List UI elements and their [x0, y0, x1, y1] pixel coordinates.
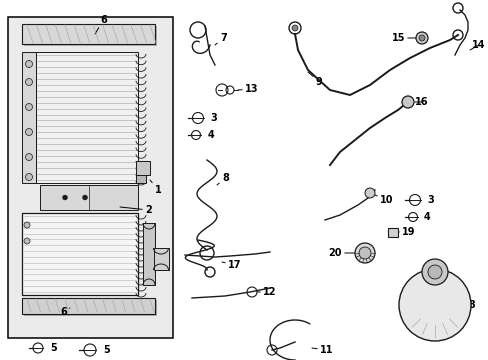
- Bar: [22, 298, 155, 314]
- Bar: [136, 175, 146, 183]
- Circle shape: [25, 60, 32, 68]
- Text: 5: 5: [103, 345, 109, 355]
- Bar: [8, 17, 173, 338]
- Text: 3: 3: [426, 195, 433, 205]
- Bar: [22, 213, 138, 295]
- Bar: [36, 52, 138, 183]
- Text: 11: 11: [311, 345, 333, 355]
- Circle shape: [421, 259, 447, 285]
- Text: 6: 6: [95, 15, 106, 34]
- Circle shape: [25, 153, 32, 161]
- Text: 5: 5: [50, 343, 57, 353]
- Text: 1: 1: [150, 180, 162, 195]
- Circle shape: [401, 96, 413, 108]
- Bar: [24, 26, 157, 46]
- Circle shape: [25, 174, 32, 180]
- Text: 4: 4: [207, 130, 214, 140]
- Text: 6: 6: [60, 307, 70, 317]
- Bar: [22, 24, 155, 44]
- Circle shape: [25, 129, 32, 135]
- Circle shape: [364, 188, 374, 198]
- Circle shape: [358, 247, 370, 259]
- Circle shape: [291, 25, 297, 31]
- Text: 20: 20: [328, 248, 354, 258]
- Text: 10: 10: [374, 195, 393, 205]
- Text: 16: 16: [414, 97, 427, 107]
- Bar: [40, 185, 138, 210]
- Ellipse shape: [398, 269, 470, 341]
- Circle shape: [25, 104, 32, 111]
- Bar: [387, 228, 397, 237]
- Circle shape: [82, 195, 87, 200]
- Bar: [154, 248, 169, 270]
- Text: 2: 2: [120, 205, 151, 215]
- Circle shape: [415, 32, 427, 44]
- Text: 14: 14: [469, 40, 485, 50]
- Text: 13: 13: [238, 84, 258, 94]
- Bar: [142, 223, 155, 285]
- Text: 7: 7: [215, 33, 226, 45]
- Circle shape: [62, 195, 67, 200]
- Text: 9: 9: [307, 72, 322, 87]
- Text: 15: 15: [391, 33, 415, 43]
- Text: 12: 12: [257, 287, 276, 297]
- Circle shape: [24, 238, 30, 244]
- Text: 19: 19: [397, 227, 415, 237]
- Circle shape: [354, 243, 374, 263]
- Circle shape: [418, 35, 424, 41]
- Circle shape: [25, 78, 32, 85]
- Circle shape: [427, 265, 441, 279]
- Circle shape: [24, 222, 30, 228]
- Text: 17: 17: [222, 260, 241, 270]
- Bar: [22, 52, 36, 183]
- Text: 4: 4: [423, 212, 430, 222]
- Text: 18: 18: [454, 300, 476, 310]
- Bar: [24, 300, 157, 316]
- Text: 8: 8: [217, 173, 228, 185]
- Bar: [136, 161, 150, 175]
- Text: 3: 3: [209, 113, 216, 123]
